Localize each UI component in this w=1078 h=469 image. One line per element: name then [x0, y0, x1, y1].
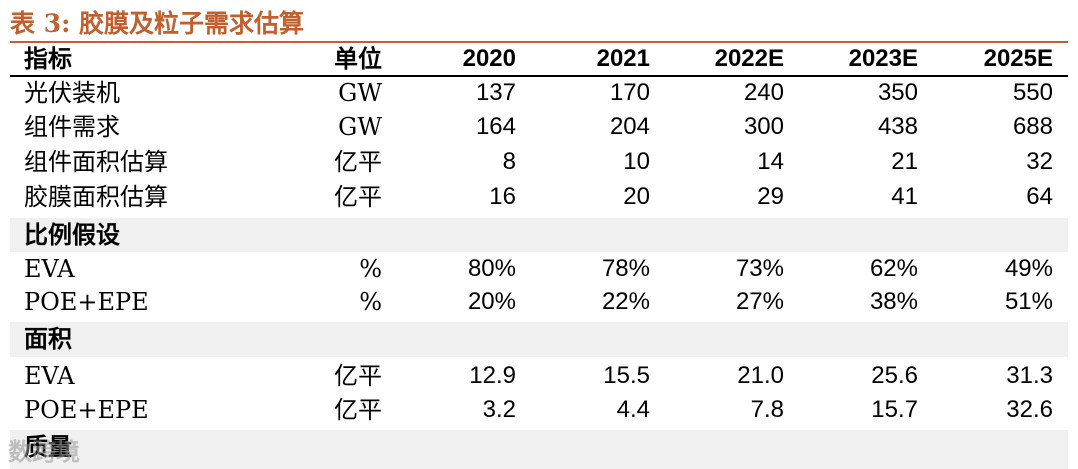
section-label: 质量: [24, 432, 72, 461]
table-cell: 29: [757, 183, 784, 210]
table-cell: 78%: [601, 255, 650, 282]
table-cell: 300: [743, 113, 784, 140]
table-cell: 12.9: [469, 362, 516, 389]
table-cell: 4.4: [616, 396, 650, 423]
header-cell: 2021: [596, 45, 650, 72]
header-cell: 2022E: [714, 45, 784, 72]
table-cell: 240: [743, 79, 784, 106]
table-cell: 49%: [1004, 255, 1053, 282]
table-cell: 31.3: [1006, 362, 1053, 389]
table-cell: GW: [338, 79, 382, 107]
table-cell: %: [359, 255, 382, 283]
table-cell: 10: [623, 148, 650, 175]
table-cell: 350: [877, 79, 918, 106]
table-cell: 688: [1012, 113, 1053, 140]
table-cell: 204: [609, 113, 650, 140]
table-cell: 550: [1012, 79, 1053, 106]
section-label: 面积: [24, 324, 72, 353]
table-cell: 32: [1026, 148, 1053, 175]
table-cell: 亿平: [334, 362, 382, 390]
table-cell: 14: [757, 148, 784, 175]
table-cell: 21.0: [737, 362, 784, 389]
table-cell: 62%: [869, 255, 918, 282]
table-cell: 25.6: [871, 362, 918, 389]
section-band: [10, 218, 1068, 252]
table-cell: 438: [877, 113, 918, 140]
watermark: 数跨境: [8, 439, 80, 466]
table-cell: 亿平: [334, 183, 382, 211]
table-cell: 胶膜面积估算: [24, 183, 168, 211]
table-cell: 80%: [467, 255, 516, 282]
table-cell: 组件面积估算: [24, 148, 168, 176]
header-cell: 单位: [334, 44, 382, 73]
table-cell: 137: [475, 79, 516, 106]
table-cell: 组件需求: [24, 113, 120, 141]
table-cell: 73%: [735, 255, 784, 282]
table-cell: 7.8: [750, 396, 784, 423]
table-cell: POE+EPE: [24, 288, 149, 316]
table-cell: 164: [475, 113, 516, 140]
table-cell: 15.5: [603, 362, 650, 389]
table-cell: 亿平: [334, 148, 382, 176]
table-cell: GW: [338, 113, 382, 141]
table-cell: 20: [623, 183, 650, 210]
header-rule: [10, 75, 1068, 77]
section-band: [10, 322, 1068, 357]
header-cell: 指标: [24, 44, 72, 73]
table-cell: 21: [891, 148, 918, 175]
table-cell: POE+EPE: [24, 396, 149, 424]
title-rule: [10, 41, 1068, 43]
table-cell: 8: [502, 148, 516, 175]
table-cell: 51%: [1004, 288, 1053, 315]
table-cell: 3.2: [482, 396, 516, 423]
section-band: [10, 430, 1068, 469]
table-title: 表 3: 胶膜及粒子需求估算: [10, 9, 305, 38]
table-cell: 15.7: [871, 396, 918, 423]
table-cell: 22%: [601, 288, 650, 315]
table-cell: 38%: [869, 288, 918, 315]
table-cell: 64: [1026, 183, 1053, 210]
section-label: 比例假设: [24, 220, 120, 249]
table-cell: 20%: [467, 288, 516, 315]
header-cell: 2023E: [848, 45, 918, 72]
table-cell: 27%: [735, 288, 784, 315]
table-cell: 32.6: [1006, 396, 1053, 423]
header-cell: 2020: [462, 45, 516, 72]
table-cell: 16: [489, 183, 516, 210]
table-cell: %: [359, 288, 382, 316]
table-cell: 170: [609, 79, 650, 106]
table-cell: 光伏装机: [24, 79, 120, 107]
table-cell: 亿平: [334, 396, 382, 424]
table-cell: 41: [891, 183, 918, 210]
table-cell: EVA: [24, 255, 75, 283]
table-cell: EVA: [24, 362, 75, 390]
header-cell: 2025E: [983, 45, 1053, 72]
